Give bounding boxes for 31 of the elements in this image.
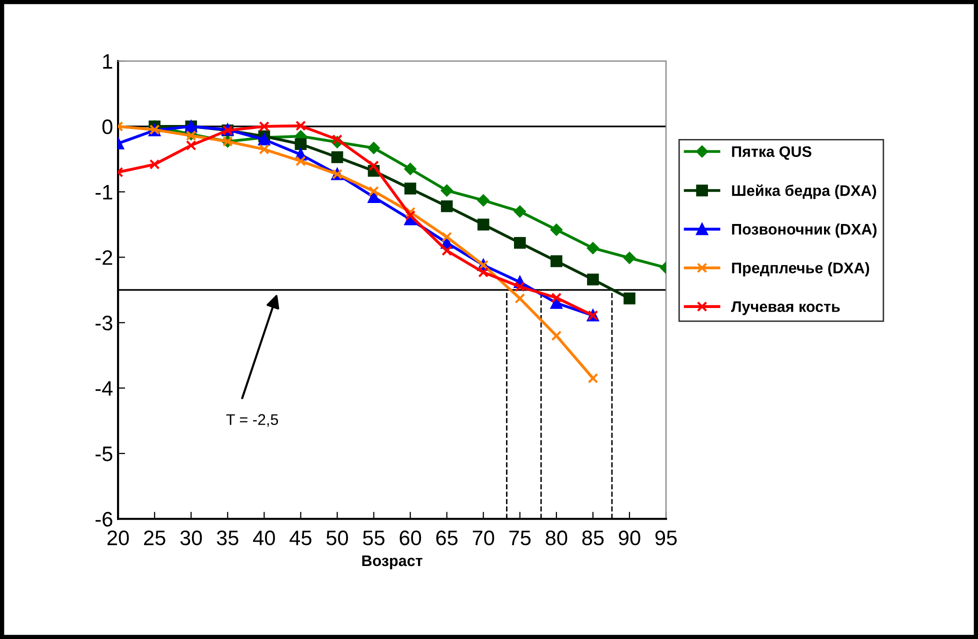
legend-label: Пятка QUS [732,146,812,160]
y-tick-label: -2 [96,250,112,265]
x-tick-label: 40 [253,530,275,546]
x-tick-label: 85 [582,530,604,546]
x-tick-label: 25 [144,530,166,546]
x-tick-label: 45 [290,530,312,546]
y-tick-label: -4 [96,381,113,396]
x-tick-label: 60 [400,530,422,546]
legend-label: Позвоночник (DXA) [732,223,877,238]
legend-label: Предплечье (DXA) [732,262,870,276]
x-tick-label: 30 [180,530,202,546]
y-tick-label: -3 [96,316,112,330]
y-tick-label: -5 [96,446,112,462]
x-tick-label: 55 [363,530,384,546]
y-tick-label: 0 [102,119,112,134]
x-tick-label: 80 [546,530,568,546]
y-tick-label: -1 [96,185,112,200]
x-tick-label: 35 [216,530,238,546]
x-tick-label: 65 [436,530,458,546]
x-tick-label: 50 [326,530,348,546]
x-tick-label: 95 [655,530,677,546]
legend-label: Лучевая кость [731,301,840,316]
legend-label: Шейка бедра (DXA) [732,184,876,200]
x-tick-label: 70 [472,530,494,546]
annotation: T = -2,5 [226,414,278,427]
x-tick-label: 90 [618,530,640,546]
x-tick-label: 20 [108,530,129,546]
y-tick-label: 1 [103,54,112,69]
x-axis-title: Возраст [362,556,422,570]
y-tick-label: -6 [96,512,112,527]
x-tick-label: 75 [509,530,531,546]
